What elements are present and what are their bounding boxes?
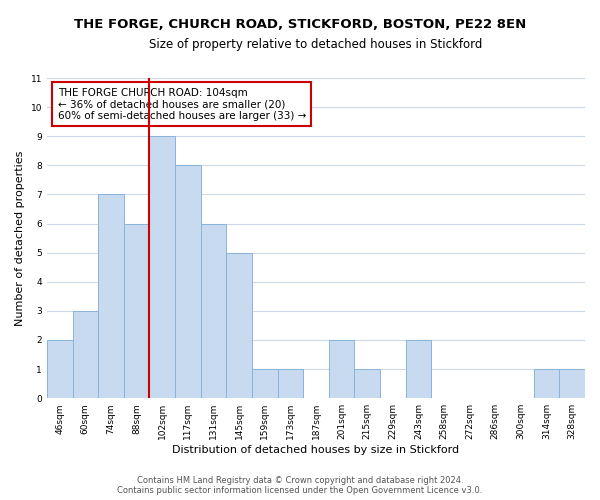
Bar [329, 340, 355, 398]
Bar [355, 369, 380, 398]
Bar [559, 369, 585, 398]
Bar [98, 194, 124, 398]
Bar [149, 136, 175, 398]
Bar [534, 369, 559, 398]
Bar [47, 340, 73, 398]
Bar [124, 224, 149, 398]
Text: THE FORGE, CHURCH ROAD, STICKFORD, BOSTON, PE22 8EN: THE FORGE, CHURCH ROAD, STICKFORD, BOSTO… [74, 18, 526, 30]
X-axis label: Distribution of detached houses by size in Stickford: Distribution of detached houses by size … [172, 445, 460, 455]
Bar [406, 340, 431, 398]
Bar [200, 224, 226, 398]
Text: THE FORGE CHURCH ROAD: 104sqm
← 36% of detached houses are smaller (20)
60% of s: THE FORGE CHURCH ROAD: 104sqm ← 36% of d… [58, 88, 306, 121]
Text: Contains HM Land Registry data © Crown copyright and database right 2024.
Contai: Contains HM Land Registry data © Crown c… [118, 476, 482, 495]
Bar [73, 311, 98, 398]
Y-axis label: Number of detached properties: Number of detached properties [15, 150, 25, 326]
Title: Size of property relative to detached houses in Stickford: Size of property relative to detached ho… [149, 38, 482, 51]
Bar [252, 369, 278, 398]
Bar [175, 166, 200, 398]
Bar [278, 369, 303, 398]
Bar [226, 252, 252, 398]
